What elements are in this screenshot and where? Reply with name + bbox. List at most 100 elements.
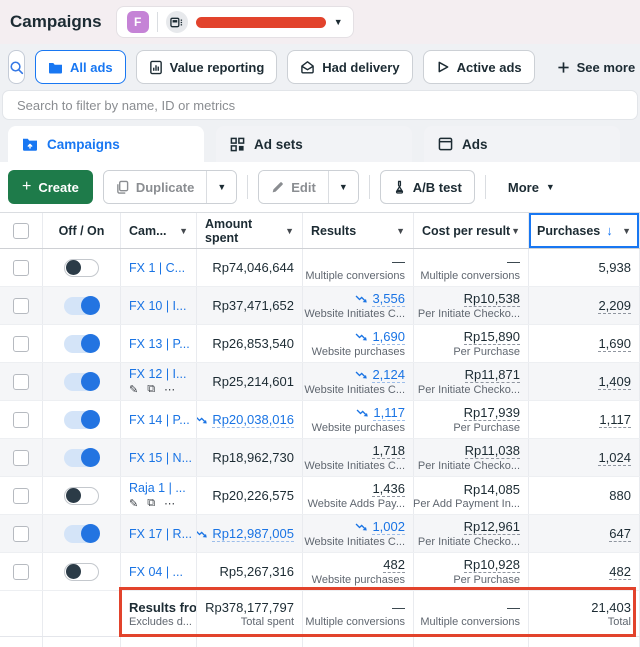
duplicate-button[interactable]: Duplicate [104,171,207,203]
cost-per-result-value[interactable]: Rp17,939 [464,405,520,421]
row-checkbox[interactable] [13,526,29,542]
row-checkbox-cell [0,439,43,476]
purchases-value[interactable]: 1,024 [598,450,631,466]
campaign-toggle[interactable] [64,487,99,505]
row-checkbox[interactable] [13,298,29,314]
cost-per-result-value[interactable]: Rp12,961 [464,519,520,535]
filter-all-ads[interactable]: All ads [35,50,126,84]
purchases-value[interactable]: 2,209 [598,298,631,314]
purchases-value[interactable]: 1,117 [599,412,631,428]
row-checkbox[interactable] [13,336,29,352]
edit-icon[interactable]: ✎ [129,497,138,510]
campaign-name-link[interactable]: FX 14 | P... [129,413,188,427]
results-value[interactable]: 1,436 [372,481,405,497]
row-checkbox[interactable] [13,260,29,276]
more-button[interactable]: More ▼ [496,170,567,204]
column-header-campaign[interactable]: Cam...▼ [121,213,197,248]
column-header-results[interactable]: Results▼ [303,213,414,248]
edit-icon[interactable]: ✎ [129,383,138,396]
campaign-name-link[interactable]: FX 04 | ... [129,565,188,579]
cost-per-result-value[interactable]: Rp10,538 [464,291,520,307]
campaign-toggle[interactable] [64,449,99,467]
row-checkbox[interactable] [13,450,29,466]
results-value[interactable]: 2,124 [372,367,405,383]
search-button[interactable] [8,50,25,84]
cost-per-result-value[interactable]: Rp11,038 [465,443,520,459]
column-header-cost-per-result[interactable]: Cost per result▼ [414,213,529,248]
folder-icon [48,61,63,74]
campaign-name-cell: FX 1 | C... [121,249,197,286]
amount-spent-value[interactable]: Rp20,038,016 [212,412,294,428]
tab-ads[interactable]: Ads [424,126,620,162]
column-header-amount-spent[interactable]: Amount spent▼ [197,213,303,248]
row-checkbox[interactable] [13,374,29,390]
search-input[interactable] [2,90,638,120]
account-selector[interactable]: F ▼ [116,6,354,38]
amount-spent-value: Rp37,471,652 [212,298,294,313]
select-all-checkbox[interactable] [13,223,29,239]
row-checkbox[interactable] [13,564,29,580]
results-value[interactable]: 1,002 [372,519,405,535]
more-options-icon[interactable]: ⋯ [164,497,175,510]
tab-ad-sets[interactable]: Ad sets [216,126,412,162]
duplicate-icon[interactable]: ⧉ [147,497,155,510]
results-sublabel: Website purchases [312,422,405,434]
results-cell: 1,718Website Initiates C... [303,439,414,476]
results-value[interactable]: 3,556 [372,291,405,307]
cost-per-result-value[interactable]: Rp10,928 [464,557,520,573]
duplicate-icon[interactable]: ⧉ [147,383,155,396]
filter-had-delivery[interactable]: Had delivery [287,50,412,84]
tab-campaigns[interactable]: Campaigns [8,126,204,162]
edit-dropdown[interactable]: ▼ [328,171,358,203]
top-bar: Campaigns F ▼ [0,0,640,44]
campaign-toggle[interactable] [64,297,99,315]
results-value[interactable]: 1,117 [373,405,405,421]
campaign-name-link[interactable]: FX 13 | P... [129,337,188,351]
more-options-icon[interactable]: ⋯ [164,383,175,396]
campaign-name-link[interactable]: FX 12 | I... [129,367,188,381]
campaign-name-cell: Raja 1 | ... ✎ ⧉ ⋯ [121,477,197,514]
table-row: FX 04 | ...Rp5,267,316482Website purchas… [0,553,640,591]
campaign-toggle[interactable] [64,525,99,543]
amount-spent-value[interactable]: Rp12,987,005 [212,526,294,542]
campaign-name-link[interactable]: FX 10 | I... [129,299,188,313]
results-value[interactable]: 1,718 [372,443,405,459]
campaign-toggle[interactable] [64,411,99,429]
value-reporting-icon [149,60,163,75]
summary-check-spacer [0,591,43,636]
filter-see-more[interactable]: See more [545,50,640,84]
purchases-value[interactable]: 647 [609,526,631,542]
chevron-down-icon: ▼ [546,183,555,192]
purchases-value[interactable]: 1,409 [598,374,631,390]
column-header-purchases[interactable]: Purchases↓▼ [529,213,640,248]
campaign-toggle[interactable] [64,563,99,581]
ab-test-button[interactable]: A/B test [380,170,475,204]
duplicate-dropdown[interactable]: ▼ [206,171,236,203]
amount-spent-value: Rp20,226,575 [212,488,294,503]
purchases-value[interactable]: 1,690 [598,336,631,352]
campaign-name-cell: FX 15 | N... [121,439,197,476]
campaign-name-link[interactable]: FX 17 | R... [129,527,188,541]
column-header-off-on[interactable]: Off / On [43,213,121,248]
toggle-knob [81,524,100,543]
campaign-name-link[interactable]: FX 1 | C... [129,261,188,275]
purchases-value[interactable]: 482 [609,564,631,580]
campaign-toggle[interactable] [64,373,99,391]
results-value[interactable]: 482 [383,557,405,573]
cost-per-result-value[interactable]: Rp11,871 [465,367,520,383]
row-checkbox[interactable] [13,488,29,504]
filter-value-reporting[interactable]: Value reporting [136,50,278,84]
row-toggle-cell [43,363,121,400]
campaign-toggle[interactable] [64,259,99,277]
campaign-toggle[interactable] [64,335,99,353]
row-checkbox[interactable] [13,412,29,428]
campaign-name-link[interactable]: FX 15 | N... [129,451,188,465]
results-sublabel: Website Adds Pay... [308,498,405,510]
results-value[interactable]: 1,690 [372,329,405,345]
campaign-name-link[interactable]: Raja 1 | ... [129,481,188,495]
edit-button[interactable]: Edit [259,171,328,203]
create-button[interactable]: + Create [8,170,93,204]
cost-per-result-value[interactable]: Rp15,890 [464,329,520,345]
toggle-knob [66,488,81,503]
filter-active-ads[interactable]: Active ads [423,50,535,84]
